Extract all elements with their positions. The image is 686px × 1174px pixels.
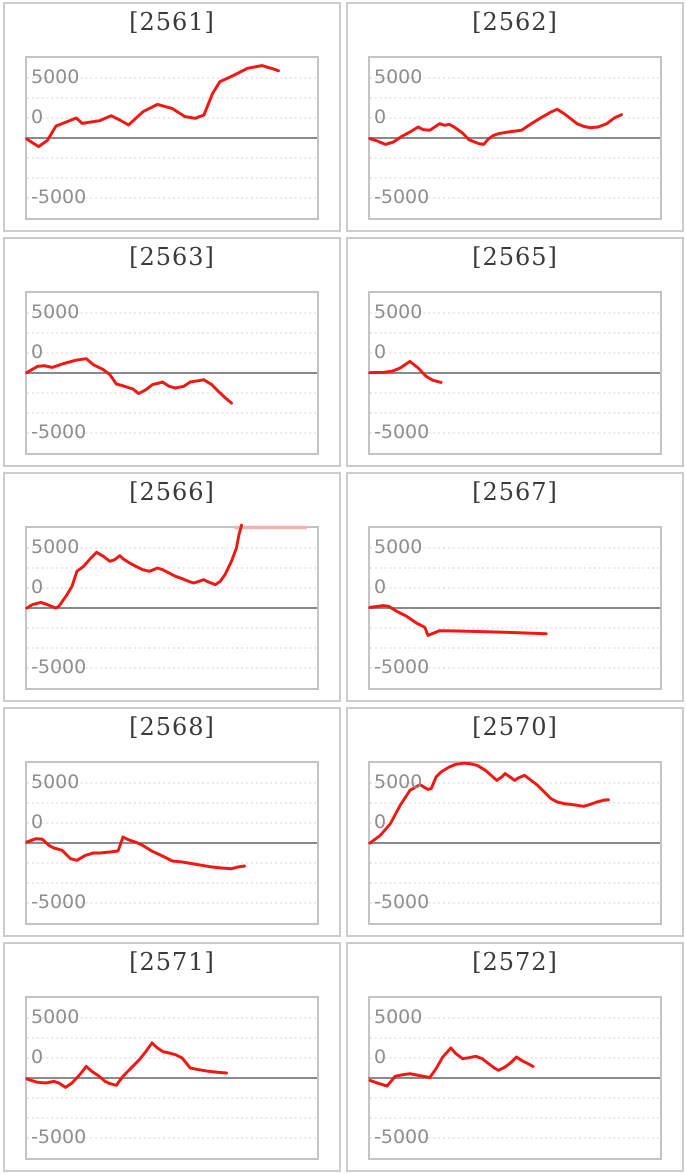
slump-line (368, 359, 443, 384)
chart-card-2567: [2567] 5000 0 -5000 (346, 472, 684, 702)
chart-title: [2565] (472, 243, 558, 271)
y-axis-tick-label: 5000 (31, 66, 80, 88)
y-axis-tick-label: -5000 (31, 891, 87, 913)
slump-graph (368, 77, 660, 199)
chart-card-2568: [2568] 5000 0 -5000 (3, 707, 341, 937)
slump-line (368, 604, 548, 637)
slump-graph (25, 1017, 317, 1139)
slump-line (25, 835, 246, 871)
chart-title: [2572] (472, 948, 558, 976)
plot-area: 5000 0 -5000 (368, 996, 662, 1160)
y-axis-tick-label: -5000 (31, 421, 87, 443)
y-axis-tick-label: -5000 (374, 1126, 430, 1148)
slump-line (368, 107, 623, 146)
y-axis-tick-label: 0 (31, 576, 44, 598)
chart-card-2561: [2561] 5000 0 -5000 (3, 2, 341, 232)
slump-graph (25, 64, 317, 199)
chart-card-2562: [2562] 5000 0 -5000 (346, 2, 684, 232)
slump-graph (368, 547, 660, 669)
y-axis-tick-label: -5000 (374, 656, 430, 678)
chart-title: [2570] (472, 713, 558, 741)
slump-line (25, 523, 244, 610)
slump-graph (368, 1017, 660, 1139)
plot-area: 5000 0 -5000 (25, 761, 319, 925)
chart-card-2566: [2566] 5000 0 -5000 (3, 472, 341, 702)
y-axis-tick-label: -5000 (374, 186, 430, 208)
y-axis-tick-label: 0 (374, 106, 387, 128)
chart-title: [2562] (472, 8, 558, 36)
y-axis-tick-label: 0 (374, 811, 387, 833)
plot-area: 5000 0 -5000 (25, 56, 319, 220)
y-axis-tick-label: 0 (31, 811, 44, 833)
plot-area: 5000 0 -5000 (368, 526, 662, 690)
y-axis-tick-label: 5000 (31, 771, 80, 793)
y-axis-tick-label: 5000 (31, 301, 80, 323)
y-axis-tick-label: -5000 (31, 656, 87, 678)
chart-title: [2568] (129, 713, 215, 741)
y-axis-tick-label: 0 (31, 341, 44, 363)
y-axis-tick-label: -5000 (31, 1126, 87, 1148)
y-axis-tick-label: 0 (31, 106, 44, 128)
chart-card-2565: [2565] 5000 0 -5000 (346, 237, 684, 467)
plot-area: 5000 0 -5000 (25, 523, 319, 690)
chart-title: [2567] (472, 478, 558, 506)
chart-card-2570: [2570] 5000 0 -5000 (346, 707, 684, 937)
y-axis-tick-label: 5000 (31, 1006, 80, 1028)
slump-graph (25, 782, 317, 904)
chart-title: [2561] (129, 8, 215, 36)
y-axis-tick-label: 5000 (374, 1006, 423, 1028)
plot-area: 5000 0 -5000 (368, 56, 662, 220)
y-axis-tick-label: 0 (31, 1046, 44, 1068)
y-axis-tick-label: 0 (374, 341, 387, 363)
y-axis-tick-label: 5000 (374, 301, 423, 323)
y-axis-tick-label: 5000 (374, 771, 423, 793)
slump-graph (25, 312, 317, 434)
y-axis-tick-label: 5000 (31, 536, 80, 558)
y-axis-tick-label: -5000 (374, 421, 430, 443)
y-axis-tick-label: -5000 (374, 891, 430, 913)
y-axis-tick-label: 5000 (374, 536, 423, 558)
slump-line (25, 1041, 228, 1089)
y-axis-tick-label: 0 (374, 576, 387, 598)
chart-card-2563: [2563] 5000 0 -5000 (3, 237, 341, 467)
y-axis-tick-label: 0 (374, 1046, 387, 1068)
chart-card-2571: [2571] 5000 0 -5000 (3, 942, 341, 1172)
plot-area: 5000 0 -5000 (25, 291, 319, 455)
y-axis-tick-label: 5000 (374, 66, 423, 88)
plot-area: 5000 0 -5000 (368, 761, 662, 925)
plot-area: 5000 0 -5000 (368, 291, 662, 455)
chart-card-2572: [2572] 5000 0 -5000 (346, 942, 684, 1172)
plot-area: 5000 0 -5000 (25, 996, 319, 1160)
chart-title: [2566] (129, 478, 215, 506)
y-axis-tick-label: -5000 (31, 186, 87, 208)
slump-line (25, 357, 233, 405)
slump-line (368, 1046, 535, 1088)
slump-graph (368, 312, 660, 434)
chart-title: [2563] (129, 243, 215, 271)
slump-line (25, 64, 280, 149)
slump-graph (368, 761, 660, 904)
slump-line (368, 761, 610, 845)
chart-title: [2571] (129, 948, 215, 976)
slump-graph (25, 523, 317, 669)
